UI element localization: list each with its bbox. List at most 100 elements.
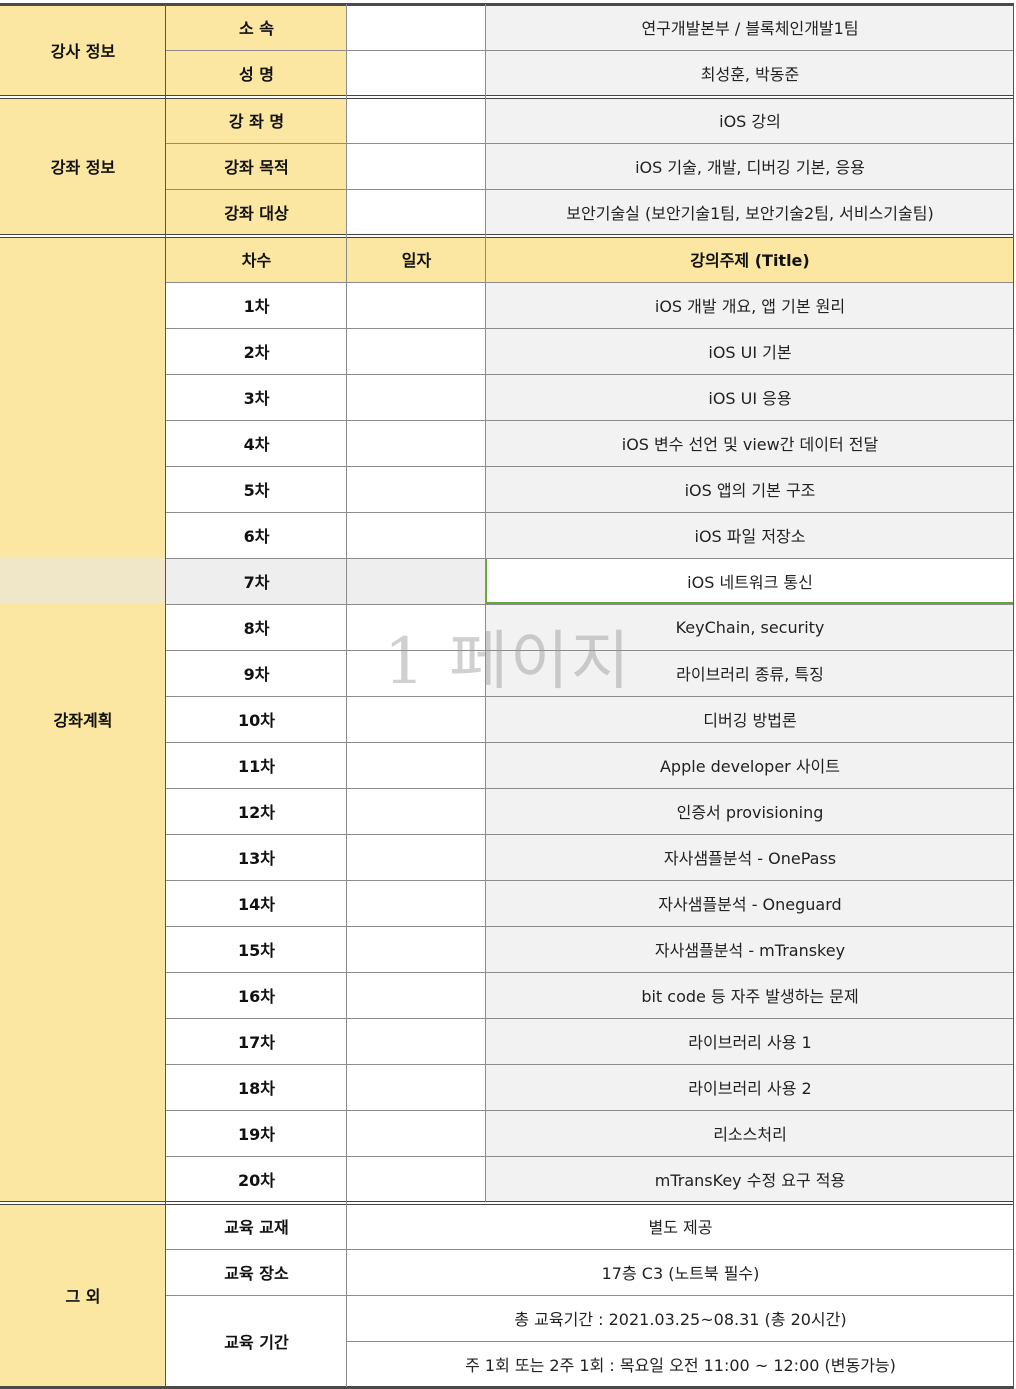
session-date[interactable] xyxy=(347,742,486,788)
session-date[interactable] xyxy=(347,880,486,926)
session-number[interactable]: 3차 xyxy=(166,374,347,420)
session-title[interactable]: iOS 변수 선언 및 view간 데이터 전달 xyxy=(486,420,1014,466)
session-number[interactable]: 12차 xyxy=(166,788,347,834)
row-divider xyxy=(166,328,1014,329)
course-field-spacer[interactable] xyxy=(347,189,486,235)
session-date[interactable] xyxy=(347,512,486,558)
row-divider xyxy=(166,420,1014,421)
materials-value[interactable]: 별도 제공 xyxy=(347,1203,1014,1249)
session-number[interactable]: 9차 xyxy=(166,650,347,696)
session-date[interactable] xyxy=(347,972,486,1018)
session-date[interactable] xyxy=(347,282,486,328)
materials-label: 교육 교재 xyxy=(166,1203,347,1249)
session-number[interactable]: 19차 xyxy=(166,1110,347,1156)
session-title[interactable]: KeyChain, security xyxy=(486,604,1014,650)
session-title[interactable]: 라이브러리 종류, 특징 xyxy=(486,650,1014,696)
session-title[interactable]: iOS UI 응용 xyxy=(486,374,1014,420)
session-title[interactable]: iOS 파일 저장소 xyxy=(486,512,1014,558)
session-title[interactable]: 라이브러리 사용 1 xyxy=(486,1018,1014,1064)
course-field-value[interactable]: iOS 강의 xyxy=(486,97,1014,143)
instructor-field-value[interactable]: 최성훈, 박동준 xyxy=(486,50,1014,96)
session-date[interactable] xyxy=(347,696,486,742)
session-title[interactable]: 인증서 provisioning xyxy=(486,788,1014,834)
session-date[interactable] xyxy=(347,834,486,880)
course-field-value[interactable]: 보안기술실 (보안기술1팀, 보안기술2팀, 서비스기술팀) xyxy=(486,189,1014,235)
session-date[interactable] xyxy=(347,604,486,650)
session-number[interactable]: 17차 xyxy=(166,1018,347,1064)
session-title[interactable]: 자사샘플분석 - Oneguard xyxy=(486,880,1014,926)
session-number[interactable]: 18차 xyxy=(166,1064,347,1110)
session-date[interactable] xyxy=(347,420,486,466)
session-title[interactable]: iOS UI 기본 xyxy=(486,328,1014,374)
session-number[interactable]: 8차 xyxy=(166,604,347,650)
plan-group-label: 강좌계획 xyxy=(0,236,166,1202)
session-date[interactable] xyxy=(347,1018,486,1064)
course-field-label: 강 좌 명 xyxy=(166,97,347,143)
session-number[interactable]: 13차 xyxy=(166,834,347,880)
session-title[interactable]: 라이브러리 사용 2 xyxy=(486,1064,1014,1110)
session-title[interactable]: 리소스처리 xyxy=(486,1110,1014,1156)
session-number[interactable]: 16차 xyxy=(166,972,347,1018)
session-date[interactable] xyxy=(347,466,486,512)
instructor-group-label: 강사 정보 xyxy=(0,4,166,96)
row-divider xyxy=(166,512,1014,513)
session-number[interactable]: 2차 xyxy=(166,328,347,374)
period-value-line[interactable]: 총 교육기간 : 2021.03.25~08.31 (총 20시간) xyxy=(347,1295,1014,1341)
row-divider xyxy=(166,788,1014,789)
row-divider xyxy=(166,1064,1014,1065)
session-title[interactable]: Apple developer 사이트 xyxy=(486,742,1014,788)
session-date[interactable] xyxy=(347,328,486,374)
row-divider xyxy=(166,1156,1014,1157)
session-number[interactable]: 20차 xyxy=(166,1156,347,1202)
section-divider xyxy=(0,1201,1014,1205)
page-watermark: 1 페이지 xyxy=(384,625,632,699)
session-date[interactable] xyxy=(347,1110,486,1156)
session-date[interactable] xyxy=(347,650,486,696)
plan-header-title: 강의주제 (Title) xyxy=(486,236,1014,282)
session-date[interactable] xyxy=(347,374,486,420)
session-title[interactable]: 자사샘플분석 - OnePass xyxy=(486,834,1014,880)
session-number[interactable]: 11차 xyxy=(166,742,347,788)
course-field-spacer[interactable] xyxy=(347,143,486,189)
section-divider xyxy=(0,95,1014,99)
session-title[interactable]: bit code 등 자주 발생하는 문제 xyxy=(486,972,1014,1018)
session-date[interactable] xyxy=(347,558,486,604)
session-date[interactable] xyxy=(347,1156,486,1202)
session-date[interactable] xyxy=(347,1064,486,1110)
session-title[interactable]: 디버깅 방법론 xyxy=(486,696,1014,742)
row-divider xyxy=(166,1295,1014,1296)
session-number[interactable]: 7차 xyxy=(166,558,347,604)
row-divider xyxy=(166,282,1014,283)
session-title[interactable]: iOS 앱의 기본 구조 xyxy=(486,466,1014,512)
location-value[interactable]: 17층 C3 (노트북 필수) xyxy=(347,1249,1014,1295)
session-number[interactable]: 1차 xyxy=(166,282,347,328)
column-divider xyxy=(346,4,347,1387)
session-number[interactable]: 6차 xyxy=(166,512,347,558)
session-date[interactable] xyxy=(347,788,486,834)
session-number[interactable]: 14차 xyxy=(166,880,347,926)
session-number[interactable]: 10차 xyxy=(166,696,347,742)
session-number[interactable]: 4차 xyxy=(166,420,347,466)
plan-header-date: 일자 xyxy=(347,236,486,282)
session-title[interactable]: iOS 개발 개요, 앱 기본 원리 xyxy=(486,282,1014,328)
session-title[interactable]: mTransKey 수정 요구 적용 xyxy=(486,1156,1014,1202)
session-number[interactable]: 5차 xyxy=(166,466,347,512)
course-field-value[interactable]: iOS 기술, 개발, 디버깅 기본, 응용 xyxy=(486,143,1014,189)
session-title-selected[interactable]: iOS 네트워크 통신 xyxy=(486,558,1014,604)
row-divider xyxy=(166,558,1014,559)
course-field-spacer[interactable] xyxy=(347,97,486,143)
session-date[interactable] xyxy=(347,926,486,972)
row-divider xyxy=(166,834,1014,835)
row-divider xyxy=(166,742,1014,743)
row-divider xyxy=(166,604,1014,605)
row-divider xyxy=(166,50,1014,51)
row-divider xyxy=(166,926,1014,927)
session-number[interactable]: 15차 xyxy=(166,926,347,972)
session-title[interactable]: 자사샘플분석 - mTranskey xyxy=(486,926,1014,972)
instructor-field-spacer[interactable] xyxy=(347,50,486,96)
instructor-field-spacer[interactable] xyxy=(347,4,486,50)
instructor-field-value[interactable]: 연구개발본부 / 블록체인개발1팀 xyxy=(486,4,1014,50)
row-divider xyxy=(166,1018,1014,1019)
period-value-line[interactable]: 주 1회 또는 2주 1회 : 목요일 오전 11:00 ~ 12:00 (변동… xyxy=(347,1341,1014,1387)
row-divider xyxy=(166,143,1014,144)
